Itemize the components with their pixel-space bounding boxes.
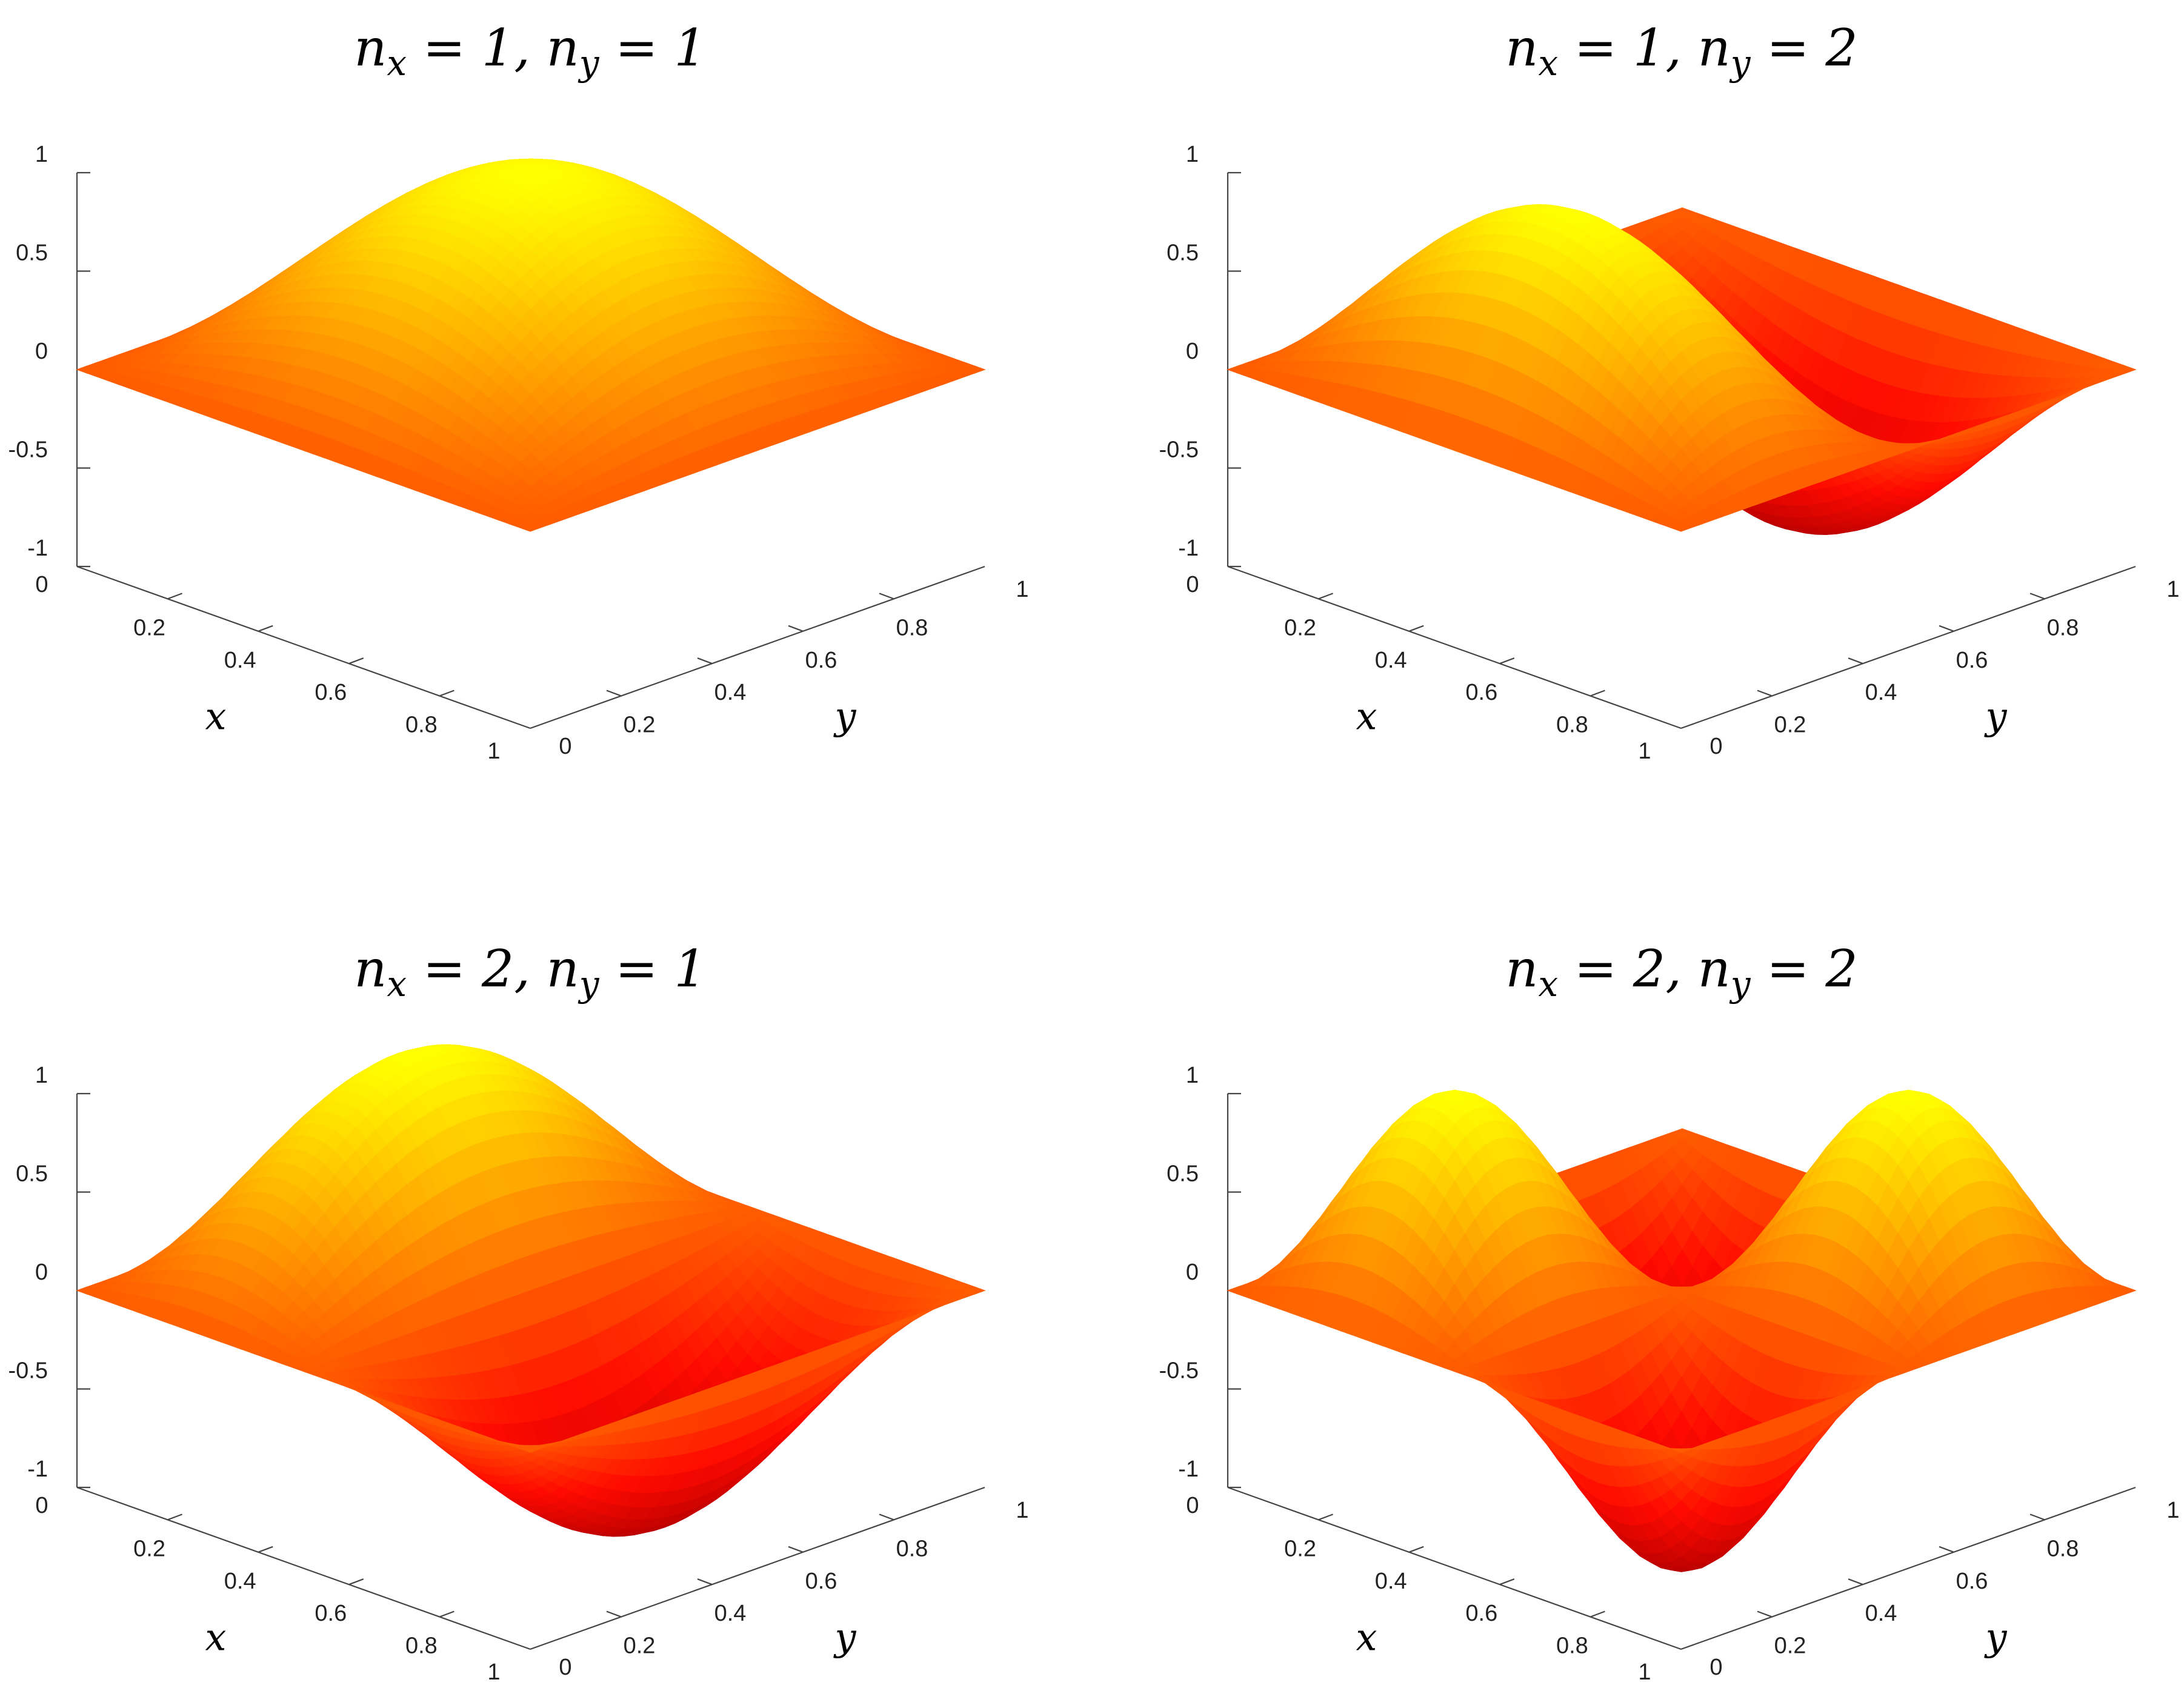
- y-tick-label: 0.2: [1774, 713, 1806, 738]
- z-tick-label: 0.5: [16, 1161, 48, 1187]
- z-tick-label: -1: [27, 1457, 48, 1482]
- y-tick-label: 0: [559, 734, 571, 759]
- z-tick-label: 0.5: [16, 241, 48, 266]
- y-tick-label: 0.4: [714, 1601, 747, 1626]
- x-tick-label: 0.4: [224, 648, 256, 673]
- y-tick-label: 0.4: [714, 680, 747, 705]
- y-axis-label: y: [833, 1615, 856, 1659]
- x-tick-label: 0.2: [1284, 615, 1316, 640]
- y-tick-label: 0: [559, 1655, 571, 1680]
- x-axis-label: x: [205, 1615, 227, 1659]
- x-tick-label: 0: [35, 1493, 48, 1518]
- y-tick-mark: [879, 593, 894, 600]
- surface-mesh: [76, 158, 986, 532]
- panel-title: nx = 2, ny = 1: [354, 939, 707, 1005]
- z-tick-label: -0.5: [8, 437, 48, 463]
- z-tick-label: 1: [35, 1063, 48, 1088]
- z-tick-label: -0.5: [8, 1358, 48, 1384]
- x-tick-label: 0.4: [1375, 648, 1407, 673]
- x-tick-label: 0.8: [1556, 713, 1588, 738]
- y-tick-label: 0.4: [1865, 680, 1897, 705]
- x-tick-label: 0: [1186, 572, 1199, 597]
- x-tick-label: 1: [487, 739, 500, 764]
- y-tick-label: 0.8: [2047, 615, 2079, 640]
- z-tick-label: 0: [1186, 339, 1199, 364]
- y-tick-label: 1: [1016, 1498, 1028, 1523]
- y-axis-label: y: [1983, 694, 2007, 739]
- y-axis-label: y: [833, 694, 856, 739]
- z-tick-label: 1: [35, 142, 48, 167]
- x-tick-label: 0.2: [133, 615, 165, 640]
- x-tick-label: 0: [35, 572, 48, 597]
- x-tick-label: 0.4: [224, 1569, 256, 1594]
- x-tick-mark: [348, 657, 364, 665]
- y-tick-label: 0.6: [805, 1569, 837, 1594]
- z-tick-label: -1: [27, 536, 48, 561]
- panel-title: nx = 1, ny = 2: [1505, 18, 1858, 84]
- x-axis-label: x: [1356, 694, 1377, 739]
- y-tick-label: 1: [1016, 577, 1028, 602]
- y-tick-label: 0.6: [1956, 648, 1988, 673]
- x-axis-line: [76, 565, 531, 729]
- z-tick-label: 0: [35, 339, 48, 364]
- y-axis-line: [530, 565, 985, 729]
- y-tick-label: 0.2: [624, 713, 656, 738]
- z-tick-label: 0.5: [1167, 241, 1199, 266]
- z-tick-label: 1: [1186, 142, 1199, 167]
- x-tick-label: 1: [487, 1659, 500, 1685]
- x-tick-label: 0.6: [1465, 680, 1497, 705]
- y-tick-label: 0.8: [896, 615, 928, 640]
- x-tick-label: 1: [1638, 739, 1651, 764]
- panel-title: nx = 1, ny = 1: [354, 18, 707, 84]
- y-tick-label: 0.8: [896, 1536, 928, 1561]
- y-tick-label: 0.2: [624, 1633, 656, 1659]
- x-tick-label: 0.8: [405, 713, 438, 738]
- x-axis-label: x: [205, 694, 227, 739]
- x-tick-label: 0.6: [315, 680, 347, 705]
- surface-plot-1: nx = 1, ny = 1 -1 -0.5 0 0.5 1 0 0.2 0.4 0.6 0.8 1 0…: [8, 18, 1029, 764]
- z-tick-label: -1: [1178, 536, 1199, 561]
- x-tick-mark: [258, 625, 273, 632]
- x-tick-mark: [439, 689, 454, 697]
- y-tick-label: 0: [1710, 734, 1722, 759]
- x-tick-label: 0.2: [133, 1536, 165, 1561]
- y-tick-label: 0.6: [805, 648, 837, 673]
- x-tick-label: 0.6: [315, 1601, 347, 1626]
- x-tick-mark: [167, 593, 182, 600]
- y-tick-mark: [697, 657, 713, 665]
- z-tick-label: 0: [35, 1260, 48, 1285]
- y-tick-mark: [606, 689, 622, 697]
- y-tick-mark: [788, 625, 804, 632]
- y-tick-label: 1: [2166, 577, 2179, 602]
- x-tick-label: 0.8: [405, 1633, 438, 1659]
- z-tick-label: -0.5: [1159, 437, 1199, 463]
